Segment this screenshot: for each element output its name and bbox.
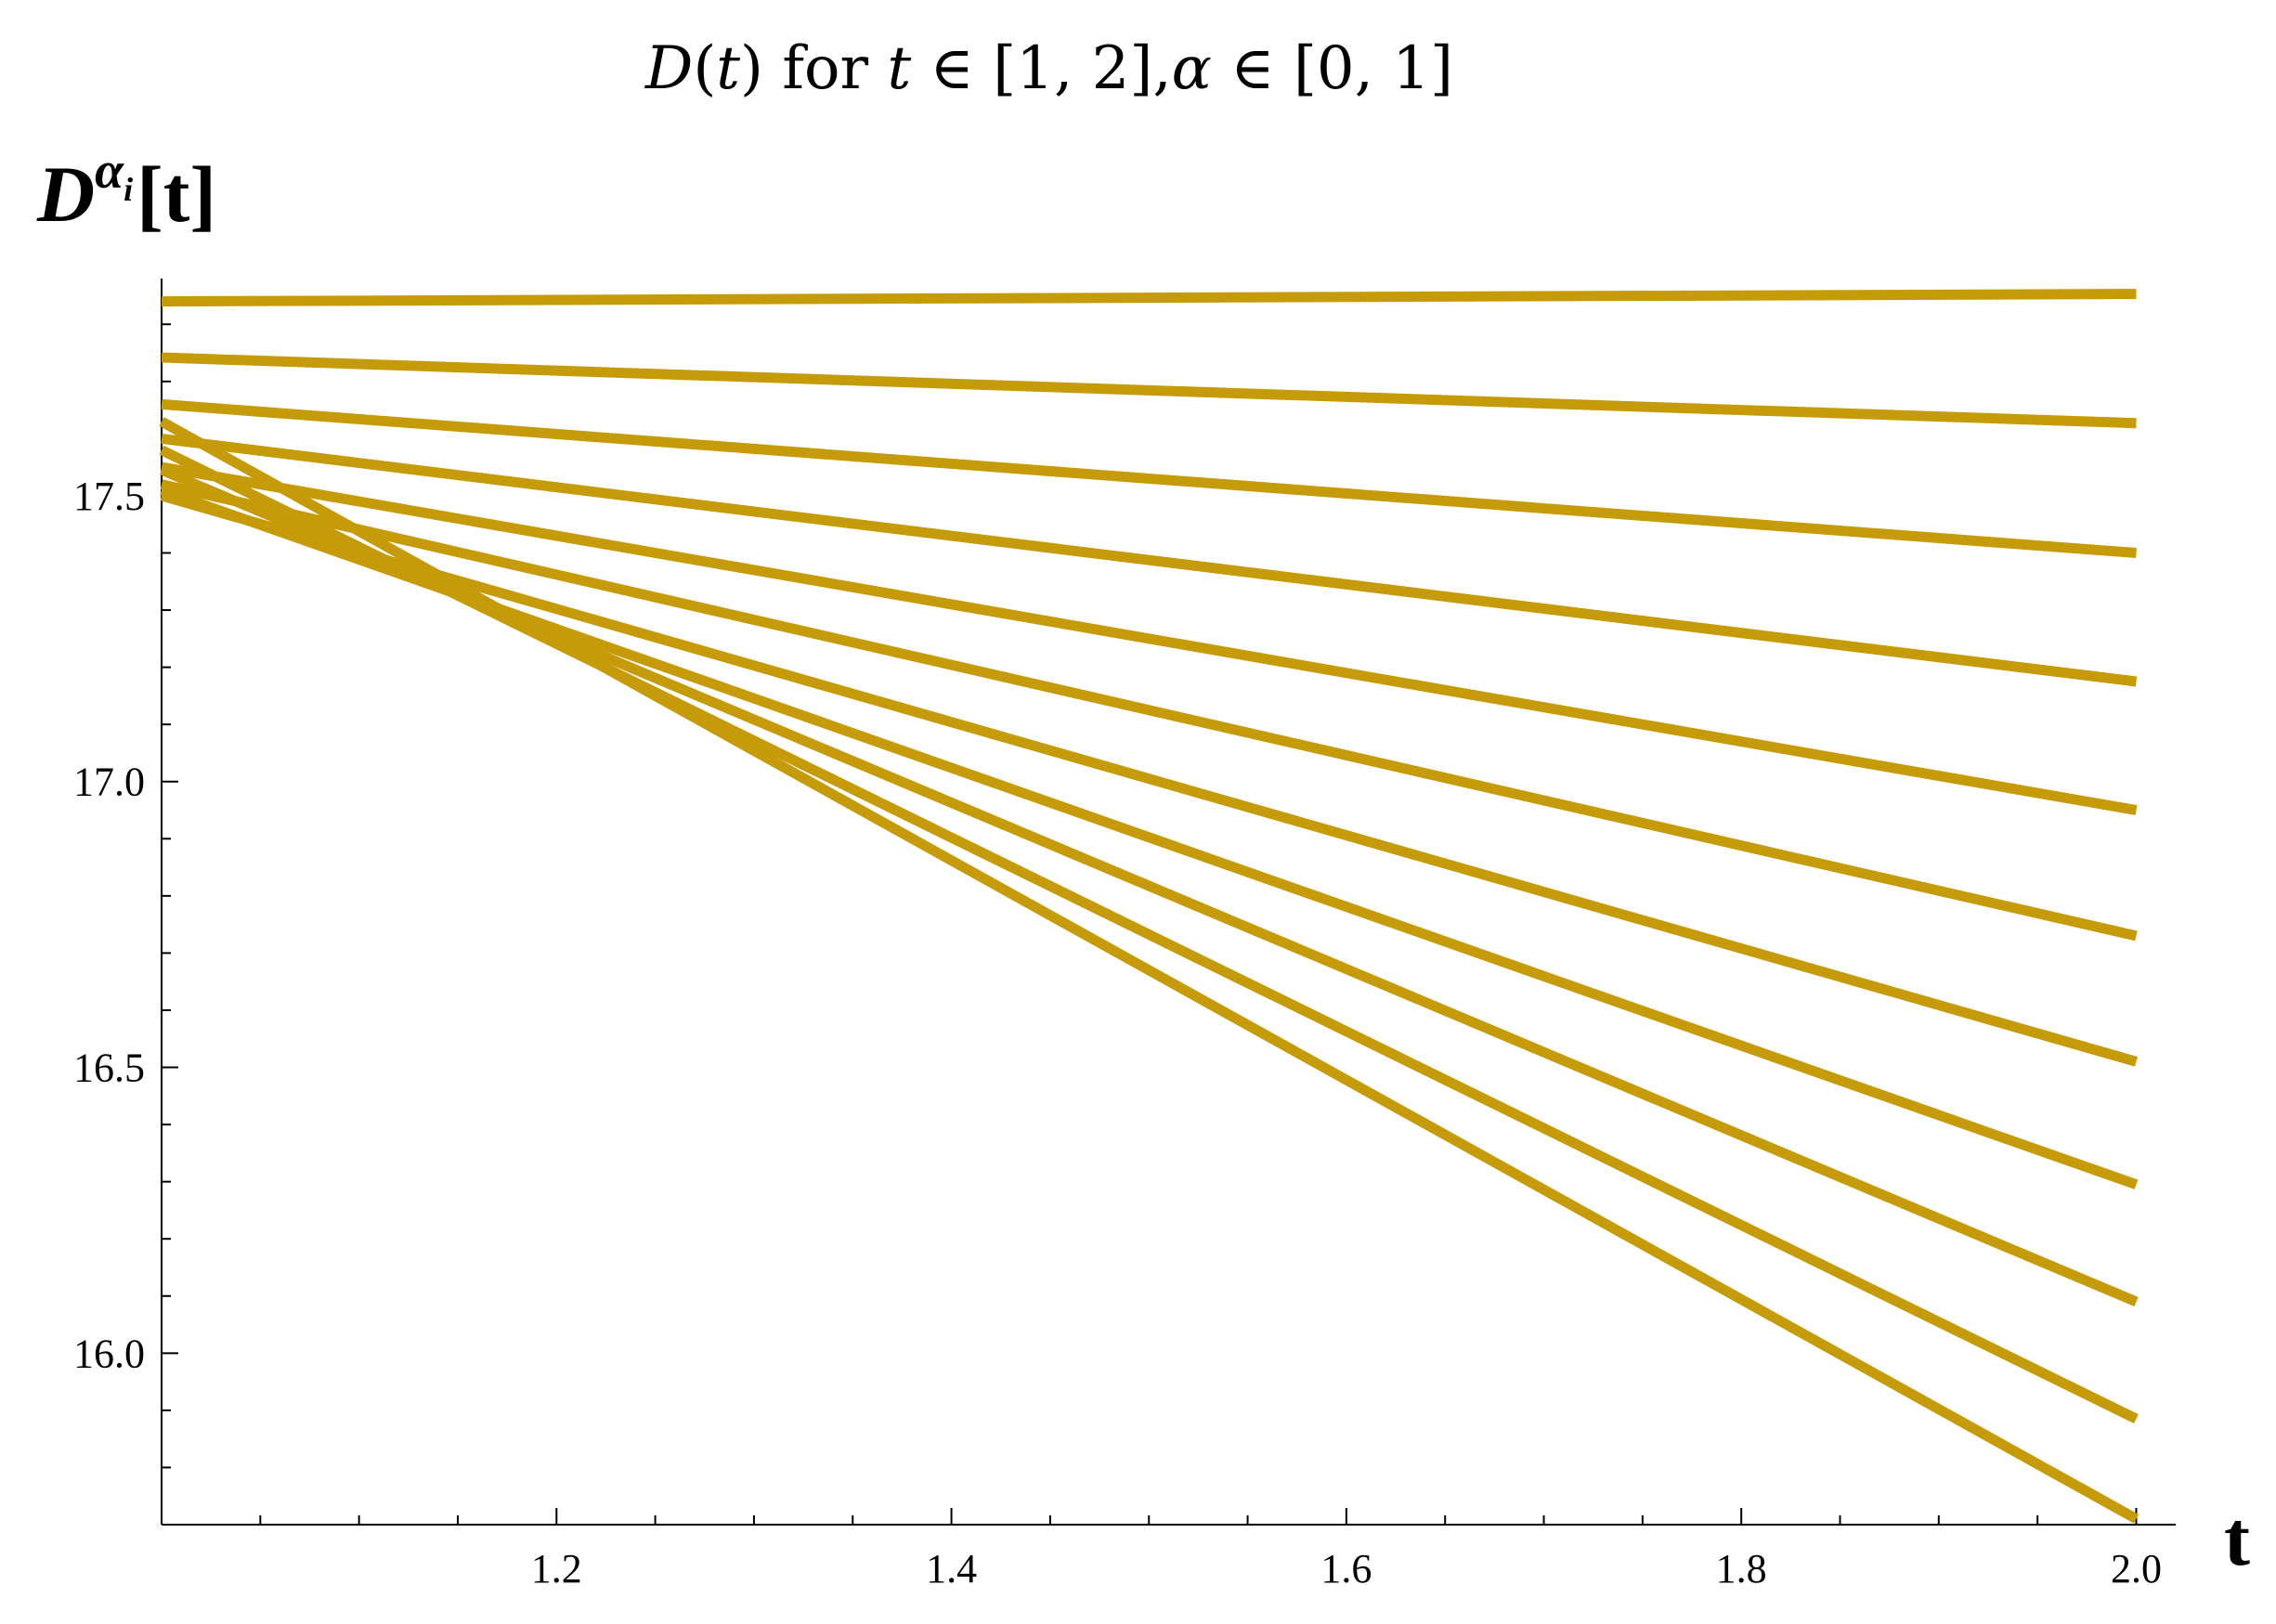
ylabel-rest: [t] — [137, 149, 216, 239]
y-tick-label: 17.0 — [73, 760, 145, 805]
series-line-7 — [160, 490, 2139, 1067]
series-line-10 — [159, 445, 2139, 1424]
x-tick-label: 1.4 — [926, 1546, 977, 1592]
x-tick-label: 1.8 — [1716, 1546, 1767, 1592]
title-set2: ∈ [0, 1] — [1212, 34, 1453, 103]
title-set: ∈ [1, 2], — [911, 34, 1171, 103]
ylabel-base: D — [36, 149, 95, 239]
axes: 1.2 1.4 1.6 1.8 2.0 16.0 16.5 17.0 17.5 — [73, 279, 2176, 1592]
ylabel-sub: i — [124, 171, 133, 208]
y-axis-label: Dαi[t] — [36, 142, 216, 239]
y-tick-label: 17.5 — [73, 474, 145, 519]
x-tick-label: 1.2 — [531, 1546, 582, 1592]
title-alpha: α — [1172, 34, 1212, 103]
title-var2: t — [887, 34, 911, 103]
series-line-1 — [161, 289, 2137, 307]
series-group — [159, 289, 2139, 1524]
x-tick-label: 2.0 — [2111, 1546, 2162, 1592]
chart-title: D(t) for t ∈ [1, 2],α ∈ [0, 1] — [644, 34, 1453, 103]
x-tick-label: 1.6 — [1320, 1546, 1372, 1592]
title-var: t — [716, 34, 740, 103]
ylabel-sup: α — [95, 142, 124, 200]
title-open-paren: ( — [693, 34, 716, 103]
series-line-11 — [159, 417, 2139, 1524]
title-func: D — [644, 34, 693, 103]
series-line-5 — [161, 461, 2138, 815]
y-tick-label: 16.0 — [73, 1331, 145, 1376]
x-axis-label: t — [2224, 1496, 2250, 1582]
series-line-6 — [160, 479, 2138, 942]
title-word: for — [763, 34, 888, 103]
series-line-3 — [161, 398, 2137, 558]
series-line-4 — [161, 433, 2138, 687]
title-close-paren: ) — [740, 34, 763, 103]
series-line-2 — [161, 352, 2137, 429]
y-tick-label: 16.5 — [73, 1046, 145, 1091]
